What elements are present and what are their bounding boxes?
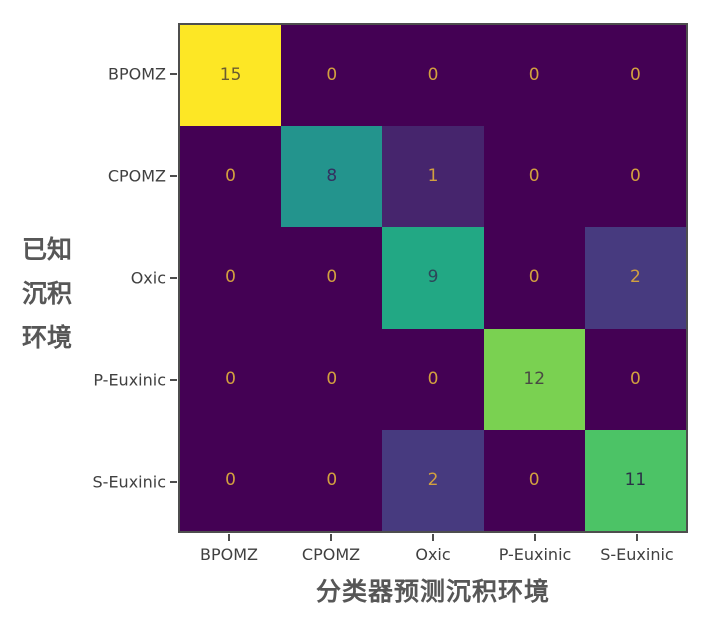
y-tick-mark bbox=[170, 481, 177, 483]
matrix-cell: 0 bbox=[281, 227, 383, 329]
matrix-cell: 15 bbox=[180, 25, 282, 127]
matrix-cell: 0 bbox=[281, 429, 383, 531]
cell-value: 0 bbox=[427, 368, 439, 389]
x-tick-mark bbox=[330, 534, 332, 541]
matrix-cell: 0 bbox=[281, 328, 383, 430]
cell-value: 0 bbox=[326, 267, 338, 288]
matrix-cell: 0 bbox=[483, 126, 585, 228]
matrix-cell: 0 bbox=[483, 25, 585, 127]
cell-value: 0 bbox=[225, 267, 236, 288]
y-tick-label: P-Euxinic bbox=[93, 370, 166, 390]
matrix-cell: 0 bbox=[180, 328, 282, 430]
matrix-cell: 2 bbox=[584, 227, 686, 329]
matrix-cell: 0 bbox=[584, 25, 686, 127]
cell-value: 0 bbox=[326, 368, 338, 389]
cell-value: 0 bbox=[629, 368, 641, 389]
y-tick-label: BPOMZ bbox=[108, 64, 166, 84]
x-tick-mark bbox=[432, 534, 434, 541]
x-tick-label: BPOMZ bbox=[200, 545, 258, 564]
cell-value: 2 bbox=[629, 267, 641, 288]
matrix-cell: 2 bbox=[382, 429, 484, 531]
matrix-cell: 0 bbox=[180, 429, 282, 531]
cell-value: 0 bbox=[225, 368, 236, 389]
cell-value: 0 bbox=[528, 166, 540, 187]
matrix-cell: 0 bbox=[584, 328, 686, 430]
y-axis-label-line: 环境 bbox=[22, 323, 73, 352]
cell-value: 15 bbox=[219, 65, 242, 86]
y-tick-mark bbox=[170, 277, 177, 279]
x-tick-label: S-Euxinic bbox=[600, 545, 674, 564]
y-axis-label: 已知 沉积 环境 bbox=[22, 228, 92, 360]
x-axis-label: 分类器预测沉积环境 bbox=[315, 577, 550, 606]
matrix-cell: 8 bbox=[281, 126, 383, 228]
cell-value: 0 bbox=[528, 65, 540, 86]
cell-value: 12 bbox=[523, 368, 546, 389]
x-tick-label: CPOMZ bbox=[301, 545, 361, 564]
y-tick-label: S-Euxinic bbox=[92, 472, 166, 492]
matrix-cell: 0 bbox=[382, 25, 484, 127]
matrix-cell: 0 bbox=[180, 227, 282, 329]
y-tick-mark bbox=[170, 73, 177, 75]
y-tick-label: Oxic bbox=[130, 268, 166, 288]
cell-value: 0 bbox=[427, 65, 439, 86]
x-tick-mark bbox=[636, 534, 638, 541]
cell-value: 0 bbox=[225, 166, 236, 187]
cell-value: 0 bbox=[629, 166, 641, 187]
cell-value: 0 bbox=[528, 469, 540, 490]
matrix-cell: 0 bbox=[382, 328, 484, 430]
y-tick-mark bbox=[170, 379, 177, 381]
x-tick-label: P-Euxinic bbox=[498, 545, 572, 564]
cell-value: 0 bbox=[629, 65, 641, 86]
heatmap-plot: 15 0 0 0 0 0 8 1 0 0 0 0 9 0 2 0 0 0 12 0 0 0 2 0 11 bbox=[178, 23, 688, 533]
matrix-cell: 0 bbox=[281, 25, 383, 127]
matrix-cell: 1 bbox=[382, 126, 484, 228]
matrix-cell: 0 bbox=[180, 126, 282, 228]
cell-value: 0 bbox=[528, 267, 540, 288]
y-tick-label: CPOMZ bbox=[107, 166, 166, 186]
cell-value: 9 bbox=[427, 267, 439, 288]
matrix-cell: 0 bbox=[483, 227, 585, 329]
matrix-cell: 11 bbox=[584, 429, 686, 531]
cell-value: 8 bbox=[326, 166, 338, 187]
x-tick-label: Oxic bbox=[415, 545, 451, 564]
matrix-cell: 12 bbox=[483, 328, 585, 430]
y-axis-label-line: 已知 bbox=[22, 235, 73, 264]
cell-value: 2 bbox=[427, 469, 439, 490]
matrix-cell: 0 bbox=[584, 126, 686, 228]
matrix-cell: 9 bbox=[382, 227, 484, 329]
cell-value: 11 bbox=[624, 469, 647, 490]
cell-value: 0 bbox=[326, 65, 338, 86]
cell-value: 0 bbox=[225, 469, 236, 490]
y-axis-label-line: 沉积 bbox=[22, 279, 73, 308]
matrix-cell: 0 bbox=[483, 429, 585, 531]
x-tick-mark bbox=[534, 534, 536, 541]
cell-value: 0 bbox=[326, 469, 338, 490]
y-tick-mark bbox=[170, 175, 177, 177]
x-tick-mark bbox=[228, 534, 230, 541]
cell-value: 1 bbox=[427, 166, 439, 187]
